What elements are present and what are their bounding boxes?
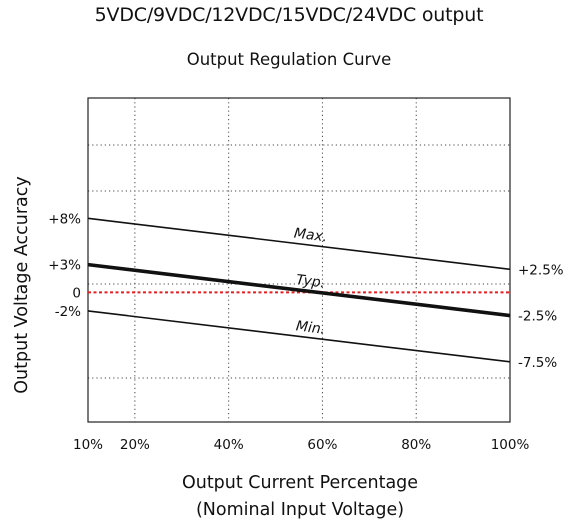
x-axis-subtitle: (Nominal Input Voltage) <box>196 500 404 520</box>
chart-subtitle: Output Regulation Curve <box>186 50 392 69</box>
series-line-typ <box>87 262 511 318</box>
x-tick-label: 10% <box>73 437 103 453</box>
series-line-max <box>87 217 511 271</box>
right-end-value-label: -7.5% <box>518 355 557 371</box>
right-end-value-label: +2.5% <box>518 262 564 278</box>
series-line-min <box>87 310 511 363</box>
x-tick-label: 20% <box>120 437 150 453</box>
x-tick-label: 100% <box>491 437 530 453</box>
y-tick-label: +3% <box>48 258 81 274</box>
y-tick-label: +8% <box>48 211 81 227</box>
x-axis-title: Output Current Percentage <box>182 473 418 493</box>
y-tick-label: 0 <box>72 285 81 301</box>
x-tick-label: 40% <box>214 437 244 453</box>
curve-label-max: Max. <box>293 226 328 246</box>
chart-title: 5VDC/9VDC/12VDC/15VDC/24VDC output <box>94 4 484 26</box>
plot-frame <box>87 97 511 423</box>
series-layer <box>87 217 511 363</box>
grid-layer <box>88 98 510 422</box>
right-end-value-label: -2.5% <box>518 309 557 325</box>
y-axis-title: Output Voltage Accuracy <box>12 176 32 393</box>
y-tick-label: -2% <box>55 304 81 320</box>
curve-label-typ: Typ. <box>295 272 326 291</box>
label-layer: 10% 20% 40% 60% 80% 100% +8% +3% 0 -2% +2.5% -2.5% -… <box>48 211 564 453</box>
x-tick-label: 80% <box>401 437 431 453</box>
x-tick-label: 60% <box>307 437 337 453</box>
curve-label-min: Min. <box>295 318 326 337</box>
